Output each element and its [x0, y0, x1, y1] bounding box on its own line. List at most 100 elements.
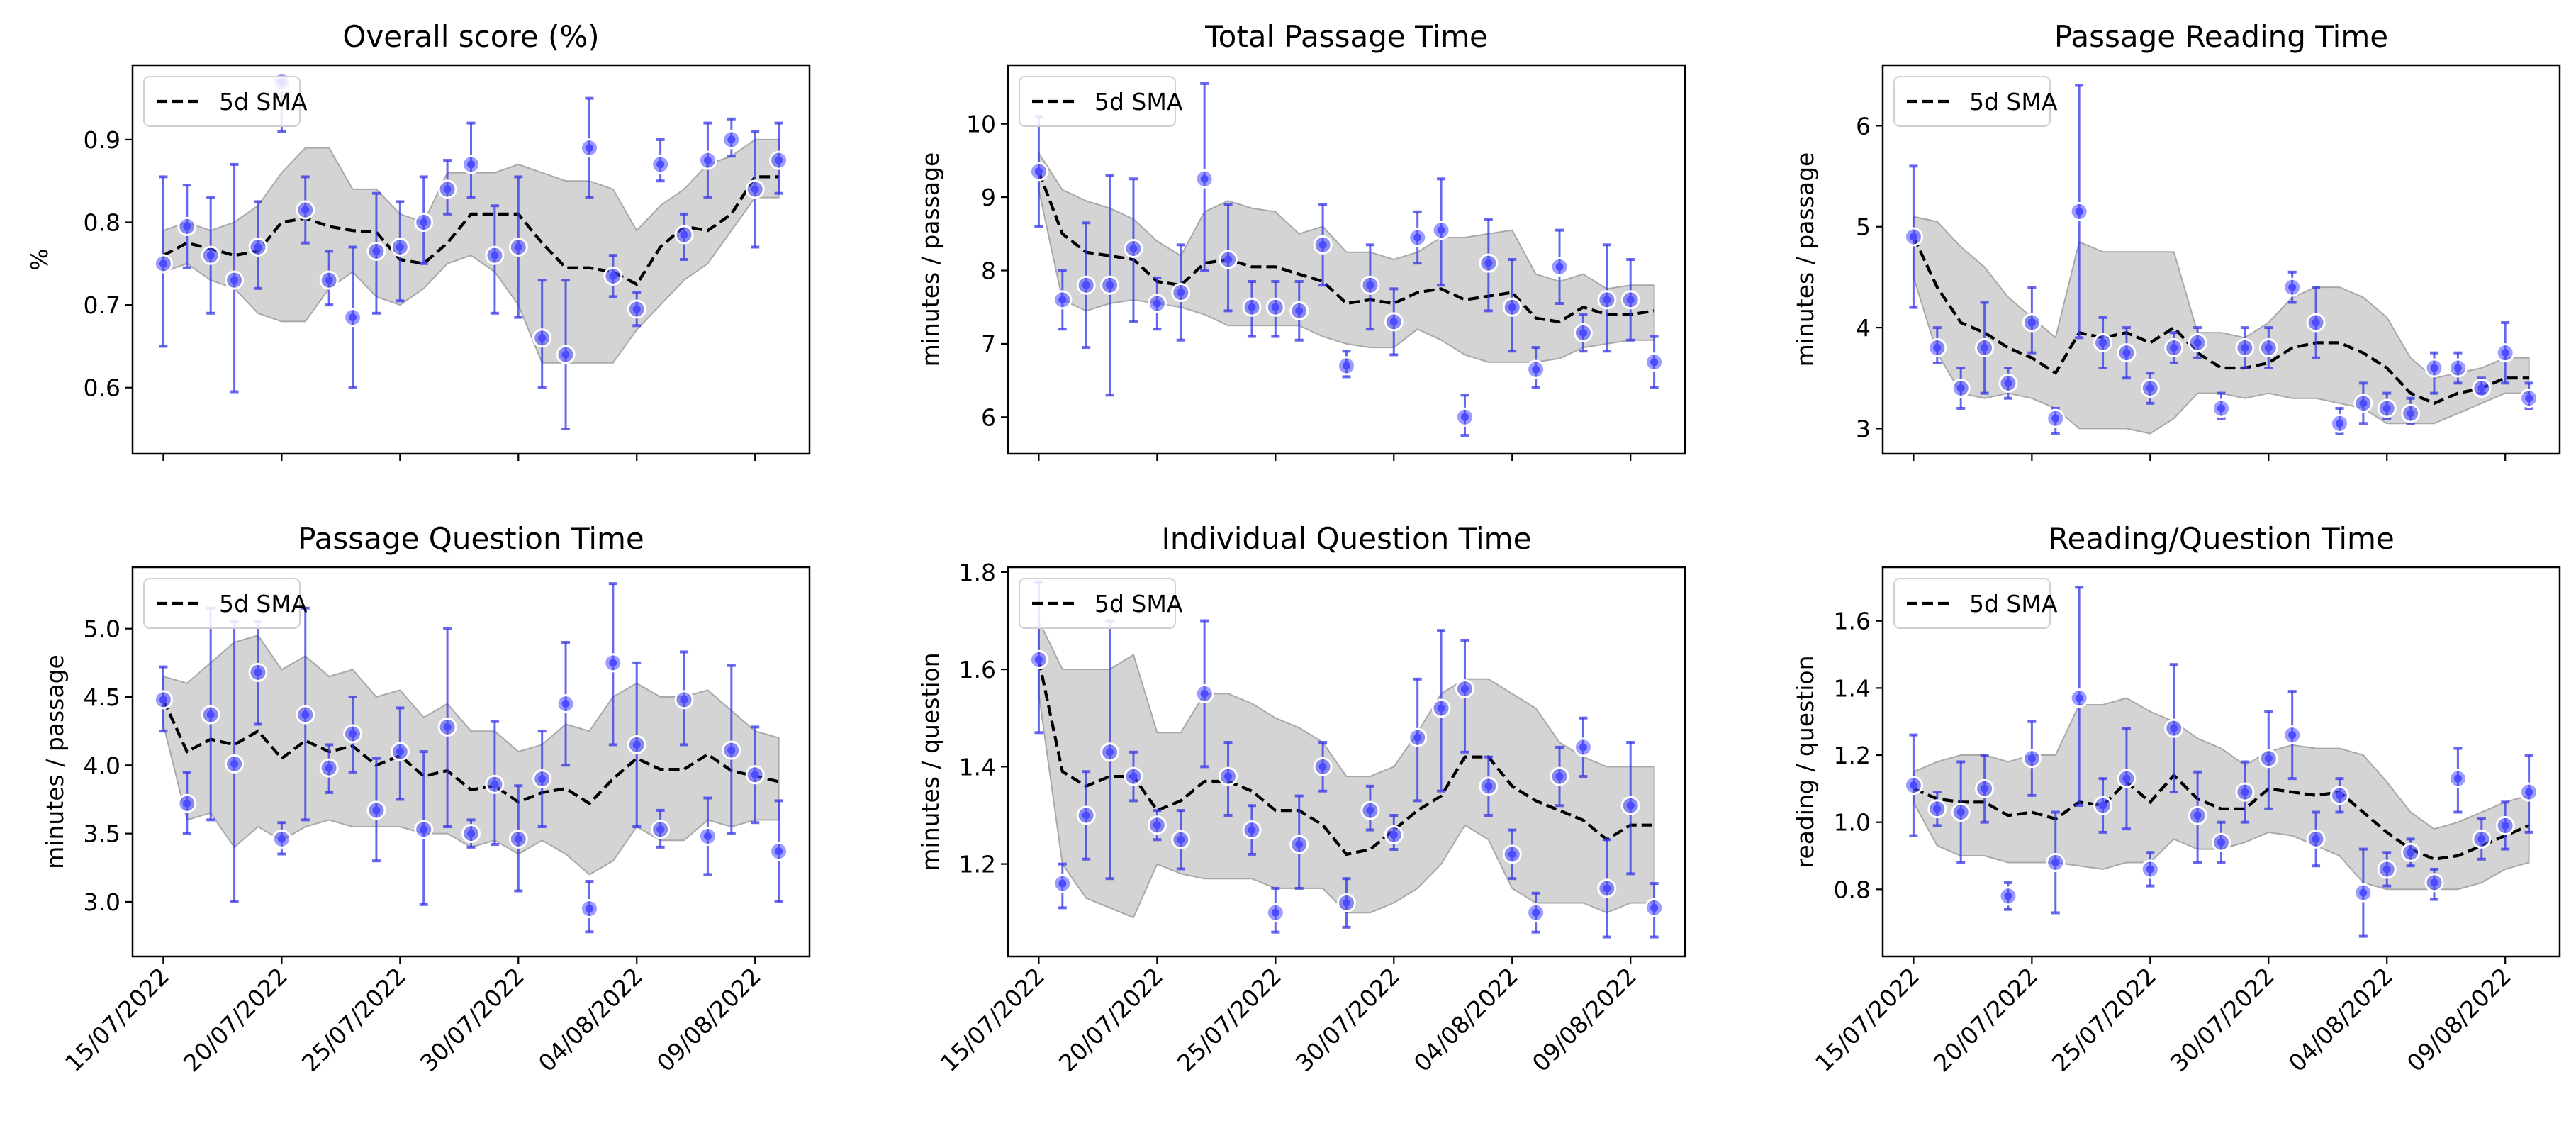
legend-box: [143, 578, 301, 629]
data-point-core: [2407, 409, 2415, 418]
data-point-core: [2241, 788, 2249, 796]
y-tick-label: 0.8: [1834, 876, 1871, 903]
y-tick-label: 6: [1856, 112, 1871, 140]
y-tick-label: 3: [1856, 415, 1871, 442]
axes-frame: [1881, 64, 2561, 455]
x-tick-label: 04/08/2022: [533, 962, 648, 1077]
data-point-core: [751, 185, 759, 194]
data-point-core: [1366, 806, 1374, 815]
plot-area: [153, 72, 789, 431]
panel-title: Individual Question Time: [1162, 521, 1532, 556]
data-point-core: [538, 775, 547, 783]
x-tick-label: 09/08/2022: [2402, 962, 2516, 1077]
data-point-core: [1153, 299, 1161, 308]
data-point-core: [1200, 689, 1209, 698]
data-point-core: [2122, 349, 2131, 357]
y-tick-label: 1.4: [959, 753, 996, 781]
data-point-core: [1271, 908, 1279, 917]
data-point-core: [775, 156, 783, 164]
x-tick-label: 30/07/2022: [1290, 962, 1405, 1077]
data-point-core: [2241, 344, 2249, 352]
x-tick-label: 20/07/2022: [1053, 962, 1168, 1077]
data-point-core: [1555, 262, 1564, 271]
data-point-core: [2051, 858, 2060, 866]
data-point-core: [1532, 908, 1540, 917]
data-point-core: [2122, 774, 2131, 783]
y-tick-label: 8: [981, 257, 996, 285]
data-point-core: [2004, 892, 2012, 900]
y-tick-label: 1.0: [1834, 809, 1871, 837]
panel-title: Overall score (%): [342, 19, 599, 54]
data-point-core: [1318, 240, 1327, 249]
data-point-core: [2170, 724, 2178, 732]
data-point-core: [1153, 821, 1161, 830]
panel-title: Passage Reading Time: [2054, 19, 2388, 54]
data-point-core: [632, 740, 641, 749]
data-point-core: [1603, 296, 1611, 304]
data-point-core: [2477, 835, 2486, 843]
x-tick-label: 20/07/2022: [1928, 962, 2043, 1077]
data-point-core: [1933, 344, 1942, 352]
data-point-core: [183, 222, 191, 230]
data-point-core: [1981, 784, 1989, 793]
x-tick-label: 04/08/2022: [2283, 962, 2398, 1077]
data-point-core: [491, 251, 499, 259]
legend-box: [1019, 76, 1176, 127]
y-tick-label: 4.0: [84, 752, 121, 779]
x-tick-label: 15/07/2022: [60, 962, 174, 1077]
data-point-core: [1177, 289, 1185, 297]
data-point-core: [1956, 384, 1965, 392]
data-point-core: [2430, 878, 2438, 887]
data-point-core: [1389, 318, 1398, 326]
data-point-core: [277, 835, 286, 843]
data-point-core: [2099, 801, 2107, 810]
data-point-core: [727, 135, 736, 144]
data-point-core: [2193, 338, 2202, 347]
data-point-core: [1058, 296, 1067, 304]
data-point-core: [632, 305, 641, 313]
y-tick-label: 5.0: [84, 615, 121, 643]
data-point-core: [609, 659, 617, 667]
data-point-core: [1248, 303, 1256, 311]
sma-line: [1037, 171, 1654, 324]
data-point-core: [1082, 281, 1090, 289]
data-point-core: [2288, 283, 2297, 291]
y-tick-label: 0.9: [84, 126, 121, 154]
data-point-core: [2525, 394, 2533, 403]
data-point-core: [703, 832, 712, 840]
x-tick-label: 09/08/2022: [1527, 962, 1642, 1077]
data-point-core: [159, 696, 167, 704]
data-point-core: [467, 830, 475, 838]
data-point-core: [514, 243, 522, 252]
data-point-core: [1413, 733, 1422, 742]
y-tick-label: 3.5: [84, 820, 121, 848]
data-point-core: [1603, 884, 1611, 893]
data-point-core: [1484, 259, 1493, 267]
legend-label: 5d SMA: [219, 590, 308, 618]
data-point-core: [1343, 899, 1350, 908]
data-point-core: [230, 276, 239, 284]
sma-line: [1913, 773, 2530, 861]
data-point-core: [1650, 903, 1659, 912]
y-axis-label: minutes / question: [917, 652, 944, 871]
y-tick-label: 1.2: [1834, 742, 1871, 769]
x-tick-label: 25/07/2022: [296, 962, 411, 1077]
data-point-core: [561, 350, 570, 359]
data-point-core: [1271, 303, 1279, 311]
x-tick-label: 30/07/2022: [415, 962, 530, 1077]
data-point-core: [443, 722, 452, 731]
data-point-core: [443, 185, 452, 194]
panel-title: Passage Question Time: [298, 521, 644, 556]
data-point-core: [2217, 404, 2225, 413]
plot-area: [1029, 580, 1664, 939]
data-point-core: [1106, 281, 1114, 289]
data-point-core: [1034, 167, 1043, 176]
data-point-core: [2217, 838, 2225, 847]
data-point-core: [1224, 255, 1233, 264]
legend-box: [1893, 76, 2051, 127]
legend-box: [1893, 578, 2051, 629]
data-point-core: [656, 825, 665, 834]
data-point-core: [1981, 344, 1989, 352]
